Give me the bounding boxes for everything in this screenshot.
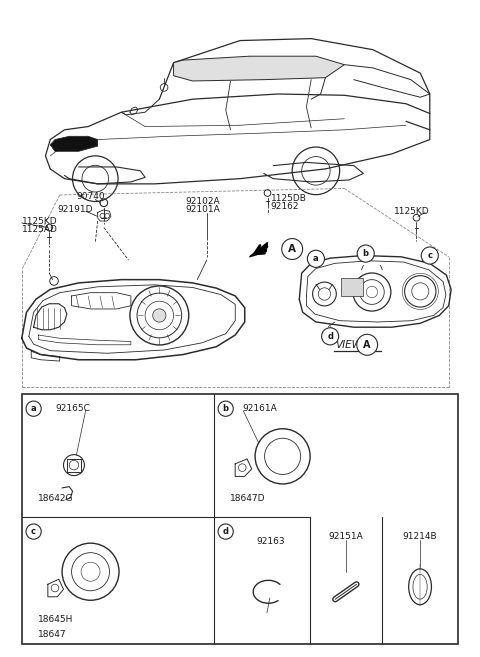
Text: d: d [223,527,228,536]
Circle shape [153,309,166,322]
Text: A: A [288,244,296,254]
Circle shape [218,524,233,539]
Circle shape [307,250,324,267]
Circle shape [322,328,339,345]
Text: A: A [363,340,371,350]
Circle shape [218,401,233,417]
Text: 92161A: 92161A [242,404,277,413]
Bar [22,394,458,645]
Text: 92165C: 92165C [55,404,90,413]
Text: 92102A: 92102A [185,197,220,206]
Text: VIEW: VIEW [335,340,362,350]
Text: 90740: 90740 [76,193,105,202]
Text: 18647D: 18647D [230,495,266,503]
Text: 92163: 92163 [256,537,285,546]
Polygon shape [174,57,344,81]
Text: c: c [31,527,36,536]
Text: 1125AD: 1125AD [22,225,58,234]
Circle shape [26,524,41,539]
Text: 92162: 92162 [271,202,300,211]
Circle shape [357,245,374,262]
Text: 18642G: 18642G [38,495,74,503]
Text: 1125KD: 1125KD [22,217,58,225]
Text: 92151A: 92151A [328,532,363,541]
Polygon shape [50,136,97,151]
Text: a: a [313,254,319,263]
Text: 91214B: 91214B [403,532,437,541]
Text: 1125KD: 1125KD [394,207,430,215]
Text: 92101A: 92101A [185,206,220,214]
Text: b: b [363,249,369,258]
Text: b: b [223,404,228,413]
Circle shape [26,401,41,417]
Text: 92191D: 92191D [57,205,93,214]
Circle shape [357,334,378,355]
Text: d: d [327,332,333,341]
Circle shape [282,238,302,260]
Text: 18645H: 18645H [38,615,74,624]
Text: c: c [427,251,432,260]
Bar [341,278,363,296]
Polygon shape [250,242,267,257]
Circle shape [421,247,438,264]
Text: 1125DB: 1125DB [271,194,307,203]
Text: 18647: 18647 [38,630,67,639]
Text: a: a [31,404,36,413]
